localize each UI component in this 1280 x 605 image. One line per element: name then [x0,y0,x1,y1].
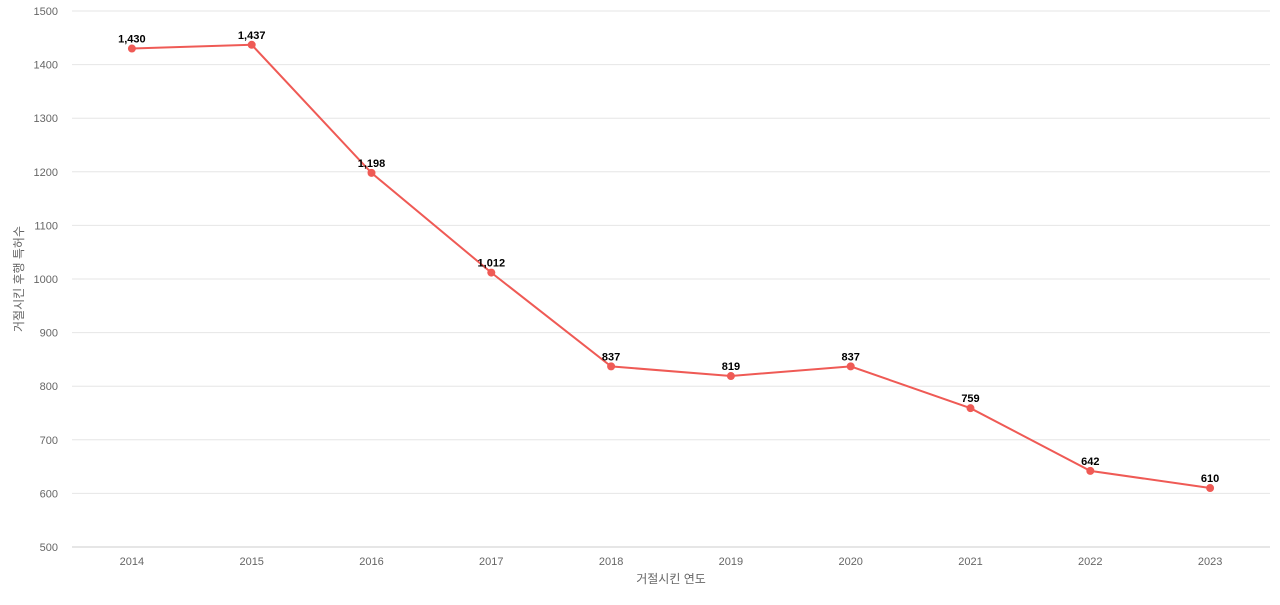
y-tick-label: 700 [40,435,58,447]
data-label: 1,430 [118,34,146,46]
data-label: 837 [602,351,620,363]
x-tick-label: 2021 [958,556,982,568]
y-axis-title: 거절시킨 후행 특허수 [11,226,26,332]
y-tick-label: 1400 [34,60,58,72]
data-point[interactable] [1086,466,1095,475]
data-point[interactable] [1206,484,1215,493]
x-tick-label: 2017 [479,556,503,568]
data-label: 1,437 [238,30,266,42]
data-label: 819 [722,361,740,373]
data-label: 642 [1081,456,1099,468]
series-line [131,43,1211,489]
data-point[interactable] [487,268,496,277]
y-axis-ticks: 500 600 700 800 900 1000 1100 1200 1300 1400 1500 [34,6,58,554]
data-label: 1,198 [358,158,386,170]
y-tick-label: 1000 [34,274,58,286]
y-tick-label: 1300 [34,113,58,125]
x-tick-label: 2018 [599,556,623,568]
x-axis-ticks: 2014 2015 2016 2017 2018 2019 2020 2021 2022 2023 [120,556,1223,568]
x-axis-title: 거절시킨 연도 [636,572,706,586]
data-point[interactable] [846,362,855,371]
x-tick-label: 2015 [239,556,263,568]
x-tick-label: 2014 [120,556,144,568]
y-tick-label: 800 [40,381,58,393]
gridlines [72,10,1270,494]
y-tick-label: 500 [40,542,58,554]
y-tick-label: 1200 [34,167,58,179]
data-point[interactable] [247,40,256,49]
data-label: 837 [842,351,860,363]
x-tick-label: 2020 [838,556,862,568]
x-tick-label: 2019 [719,556,743,568]
x-tick-label: 2023 [1198,556,1222,568]
y-tick-label: 1100 [34,220,58,232]
data-point[interactable] [726,372,735,381]
data-point[interactable] [367,168,376,177]
y-tick-label: 600 [40,488,58,500]
x-tick-label: 2016 [359,556,383,568]
data-point[interactable] [127,44,136,53]
data-points [127,40,1215,493]
data-point[interactable] [607,362,616,371]
data-label: 1,012 [478,258,506,270]
data-label: 610 [1201,473,1219,485]
y-tick-label: 900 [40,328,58,340]
y-tick-label: 1500 [34,6,58,18]
data-labels: 1,430 1,437 1,198 1,012 837 819 837 759 642 610 [118,30,1219,485]
data-point[interactable] [966,404,975,413]
x-tick-label: 2022 [1078,556,1102,568]
data-label: 759 [961,393,979,405]
